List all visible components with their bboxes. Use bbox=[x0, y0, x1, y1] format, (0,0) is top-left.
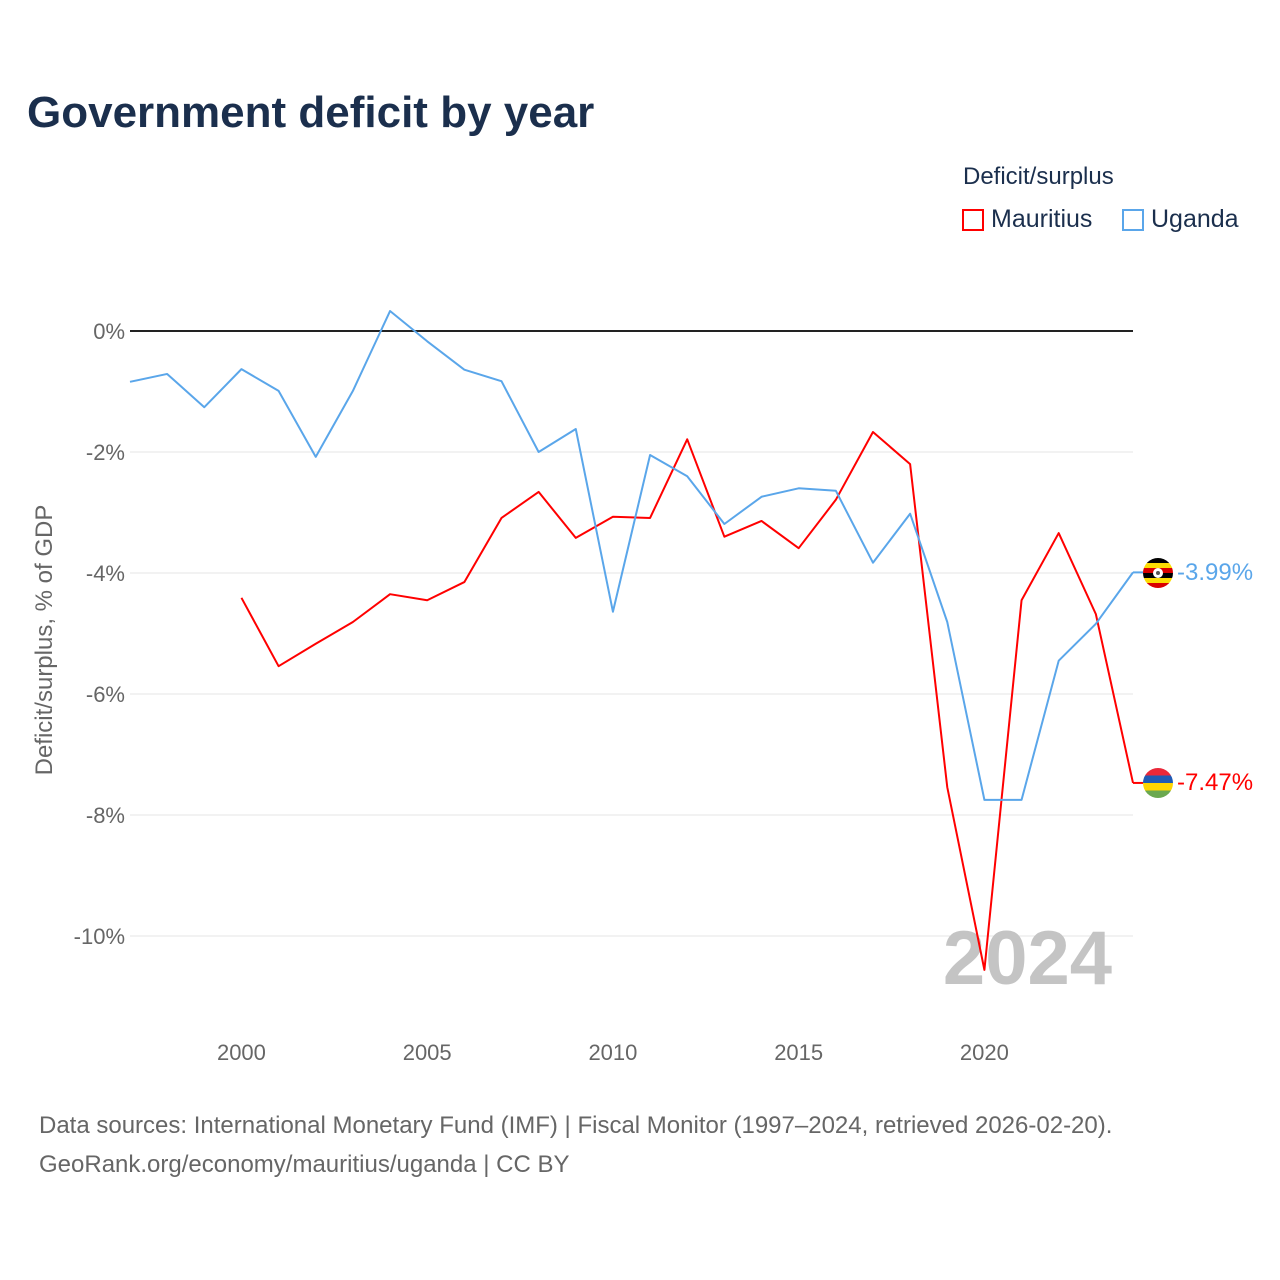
y-tick-label: -10% bbox=[74, 924, 125, 949]
legend-title: Deficit/surplus bbox=[963, 163, 1114, 190]
mauritius-end-label: -7.47% bbox=[1177, 769, 1253, 796]
y-axis-label: Deficit/surplus, % of GDP bbox=[31, 505, 58, 776]
mauritius-flag-icon bbox=[1143, 768, 1173, 798]
uganda-end-label: -3.99% bbox=[1177, 559, 1253, 586]
footer: Data sources: International Monetary Fun… bbox=[39, 1106, 1112, 1184]
x-tick-label: 2000 bbox=[217, 1040, 266, 1065]
x-tick-label: 2015 bbox=[774, 1040, 823, 1065]
y-tick-label: -6% bbox=[86, 682, 125, 707]
x-tick-label: 2020 bbox=[960, 1040, 1009, 1065]
legend-item-uganda[interactable]: Uganda bbox=[1122, 205, 1239, 234]
series-line-mauritius bbox=[240, 431, 1134, 971]
legend-swatch-uganda bbox=[1122, 208, 1144, 231]
legend-swatch-mauritius bbox=[962, 208, 984, 231]
legend-label-mauritius: Mauritius bbox=[991, 205, 1093, 233]
source-note: Data sources: International Monetary Fun… bbox=[39, 1112, 1113, 1139]
y-tick-label: -2% bbox=[86, 440, 125, 465]
y-tick-label: -8% bbox=[86, 803, 125, 828]
y-tick-label: -4% bbox=[86, 561, 125, 586]
year-watermark: 2024 bbox=[943, 916, 1112, 1001]
chart-title: Government deficit by year bbox=[27, 88, 595, 137]
legend-item-mauritius[interactable]: Mauritius bbox=[962, 205, 1092, 234]
attribution-link[interactable]: GeoRank.org/economy/mauritius/uganda | C… bbox=[39, 1151, 570, 1178]
series-line-uganda bbox=[129, 310, 1134, 801]
y-tick-label: 0% bbox=[93, 319, 125, 344]
x-tick-label: 2010 bbox=[588, 1040, 637, 1065]
x-tick-label: 2005 bbox=[403, 1040, 452, 1065]
legend-label-uganda: Uganda bbox=[1151, 205, 1239, 233]
uganda-flag-icon bbox=[1143, 558, 1173, 588]
